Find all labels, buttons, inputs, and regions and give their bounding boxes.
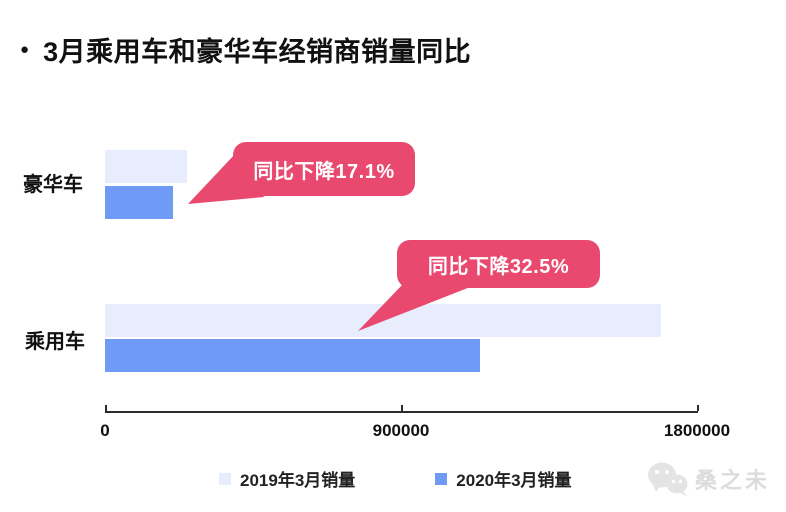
bar-2019-luxury — [105, 150, 188, 183]
x-axis-tick-label: 0 — [100, 421, 110, 440]
callout-passenger: 同比下降32.5% — [397, 240, 600, 288]
x-axis-tick — [105, 405, 107, 411]
legend-swatch-2020 — [435, 472, 448, 485]
x-axis-tick-label: 1800000 — [663, 421, 731, 440]
title-bullet-icon: ● — [20, 41, 30, 58]
category-label-passenger: 乘用车 — [25, 331, 85, 353]
page-title: 3月乘用车和豪华车经销商销量同比 — [43, 37, 472, 67]
bar-2020-luxury — [105, 186, 174, 219]
legend-label-2019: 2019年3月销量 — [240, 471, 356, 490]
legend-swatch-2019 — [219, 472, 231, 485]
legend: 2019年3月销量 2020年3月销量 — [219, 466, 572, 491]
bar-2019-passenger — [105, 304, 661, 337]
x-axis-line — [105, 411, 698, 413]
legend-item-2019: 2019年3月销量 — [219, 466, 355, 491]
legend-label-2020: 2020年3月销量 — [456, 471, 572, 490]
callout-luxury: 同比下降17.1% — [233, 142, 415, 196]
legend-item-2020: 2020年3月销量 — [435, 466, 572, 491]
slide-title-row: ● 3月乘用车和豪华车经销商销量同比 — [20, 30, 471, 69]
x-axis-tick-label: 900000 — [372, 421, 430, 440]
x-axis-tick — [401, 405, 403, 411]
watermark-text: 桑之未 — [695, 468, 771, 493]
watermark: 桑之未 — [645, 460, 770, 498]
x-axis-tick — [697, 405, 699, 411]
wechat-logo-icon — [648, 462, 688, 496]
bar-2020-passenger — [105, 339, 481, 372]
category-label-luxury: 豪华车 — [23, 174, 83, 196]
